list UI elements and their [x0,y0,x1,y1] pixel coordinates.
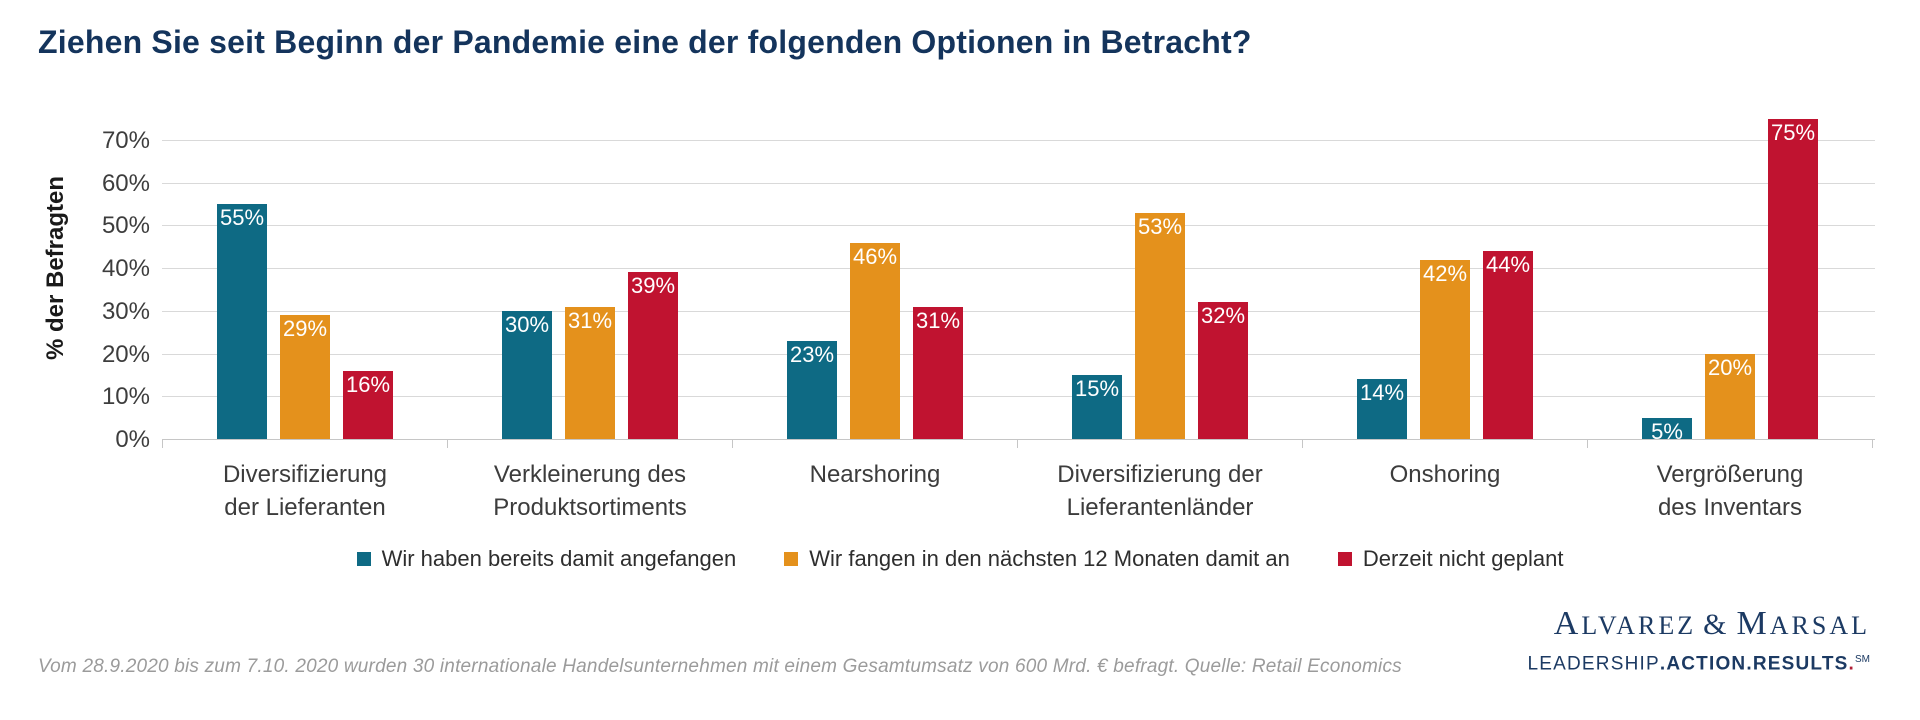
gridline [162,310,1875,312]
legend-item: Wir fangen in den nächsten 12 Monaten da… [784,546,1290,572]
bar: 44% [1483,251,1533,439]
gridline [162,225,1875,227]
legend-swatch-icon [1337,552,1352,566]
logo-tagline: LEADERSHIP.ACTION.RESULTS.SM [1527,653,1870,675]
bar-value-label: 5% [1651,418,1683,444]
x-axis-category-label: Vergrößerung des Inventars [1656,461,1804,521]
bar: 16% [343,370,393,439]
gridline [162,396,1875,398]
bar-value-label: 16% [345,371,391,397]
x-axis-tick [447,440,448,448]
legend: Wir haben bereits damit angefangen Wir fa… [0,546,1920,572]
legend-label: Wir fangen in den nächsten 12 Monaten da… [809,546,1290,571]
legend-swatch-icon [356,552,371,566]
x-axis-tick [1302,440,1303,448]
bar: 15% [1072,374,1122,439]
x-axis-category-label: Diversifizierung der Lieferanten [222,461,388,521]
x-axis-tick [732,440,733,448]
x-axis-tick [1587,440,1588,448]
bar-value-label: 15% [1074,375,1120,401]
gridline [162,182,1875,184]
gridline [162,353,1875,355]
logo-wordmark: ALVAREZ & MARSAL [1553,605,1870,642]
x-axis-category-label: Diversifizierung der Lieferantenländer [1057,461,1263,521]
bar: 42% [1420,259,1470,439]
y-axis-tick-label: 40% [101,255,150,283]
bar: 23% [787,340,837,439]
bar: 29% [280,315,330,439]
source-note: Vom 28.9.2020 bis zum 7.10. 2020 wurden … [38,656,1402,677]
x-axis-tick [1872,440,1873,448]
legend-item: Wir haben bereits damit angefangen [356,546,737,572]
x-axis-category-label: Verkleinerung des Produktsortiments [493,461,687,521]
bar: 75% [1768,118,1818,439]
bar-value-label: 39% [630,273,676,299]
plot-area: 55% 29% 16% 30% 31% 39% 23% 46% 31% 15% 53% 32% 14% 4… [162,95,1875,448]
bar-value-label: 46% [852,243,898,269]
legend-label: Derzeit nicht geplant [1362,546,1564,571]
bar-value-label: 23% [789,341,835,367]
bar-value-label: 42% [1422,260,1468,286]
bar-value-label: 14% [1359,380,1405,406]
bar: 31% [913,306,963,439]
chart-title: Ziehen Sie seit Beginn der Pandemie eine… [38,24,1252,60]
bar: 53% [1135,212,1185,439]
legend-swatch-icon [784,552,799,566]
bar-value-label: 53% [1137,213,1183,239]
x-axis-tick [1017,440,1018,448]
bar: 55% [217,204,267,439]
x-axis-tick [162,440,163,448]
x-axis-labels: Diversifizierung der Lieferanten Verklein… [0,458,1920,528]
bar-value-label: 32% [1200,303,1246,329]
bar: 32% [1198,302,1248,439]
bar-value-label: 44% [1485,252,1531,278]
y-axis-tick-label: 70% [101,127,150,154]
bar-value-label: 31% [915,307,961,333]
bar: 20% [1705,353,1755,439]
bar: 31% [565,306,615,439]
gridline [162,268,1875,270]
x-axis-category-label: Nearshoring [809,461,941,488]
alvarez-marsal-logo: ALVAREZ & MARSAL LEADERSHIP.ACTION.RESUL… [1527,606,1870,674]
bar: 39% [628,272,678,439]
bar-value-label: 20% [1707,354,1753,380]
y-axis-tick-label: 50% [101,212,150,240]
y-axis-tick-label: 20% [101,340,150,368]
bar-value-label: 55% [219,205,265,231]
legend-item: Derzeit nicht geplant [1337,546,1564,572]
y-axis-tick-label: 0% [115,426,150,453]
y-axis-tick-label: 10% [101,383,150,411]
y-axis-ticks: 0% 10% 20% 30% 40% 50% 60% 70% [0,95,150,453]
y-axis-tick-label: 60% [101,169,150,197]
bar: 30% [502,310,552,439]
x-axis-line [162,439,1875,440]
legend-label: Wir haben bereits damit angefangen [381,546,737,571]
bar-value-label: 31% [567,307,613,333]
bar-value-label: 29% [282,316,328,342]
x-axis-category-label: Onshoring [1389,461,1501,488]
bar-value-label: 75% [1770,119,1816,145]
gridline [162,140,1875,141]
bar: 14% [1357,379,1407,439]
bar-value-label: 30% [504,311,550,337]
bar: 5% [1642,417,1692,442]
bar: 46% [850,242,900,439]
y-axis-tick-label: 30% [101,297,150,325]
